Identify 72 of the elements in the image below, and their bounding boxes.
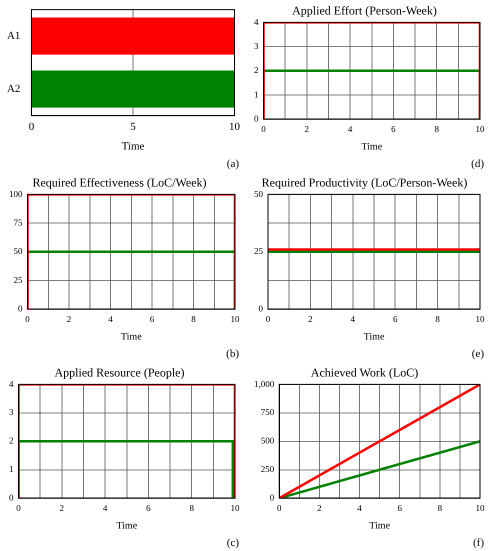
y-tick-label: 75 (14, 217, 23, 228)
y-tick-label: 4 (9, 378, 14, 389)
x-tick-label: 4 (108, 314, 114, 324)
x-tick-label: 0 (28, 121, 35, 134)
x-axis-title: Time (122, 140, 145, 152)
x-axis-title: Time (369, 520, 391, 532)
x-tick-label: 2 (317, 502, 322, 513)
text: (e) (472, 348, 484, 360)
y-tick-label: 0 (270, 492, 275, 503)
y-tick-label: 250 (260, 464, 275, 474)
x-tick-label: 4 (350, 314, 356, 324)
x-tick-label: 2 (308, 314, 313, 324)
y-tick-label: 4 (254, 16, 259, 27)
chart-title: Applied Resource (People) (54, 365, 184, 380)
chart-title: Required Effectiveness (LoC/Week) (32, 175, 207, 190)
x-tick-label: 10 (476, 314, 485, 324)
y-tick-label: 2 (9, 436, 14, 446)
text: (a) (226, 158, 239, 170)
y-tick-label: 100 (9, 188, 23, 199)
y-tick-label: 0 (254, 114, 259, 124)
y-tick-label: 25 (254, 246, 264, 256)
x-tick-label: 10 (476, 124, 485, 134)
x-tick-label: 6 (391, 124, 396, 134)
x-tick-label: 6 (146, 502, 152, 513)
text: (d) (471, 158, 484, 170)
x-tick-label: 10 (476, 502, 485, 513)
x-tick-label: 2 (304, 124, 310, 134)
text: (b) (226, 348, 239, 360)
x-tick-label: 4 (102, 502, 108, 513)
y-tick-label: 0 (9, 492, 14, 503)
y-tick-label: 50 (254, 188, 264, 199)
x-axis-title: Time (116, 520, 138, 532)
chart-title: Applied Effort (Person-Week) (292, 3, 437, 18)
chart-title: Required Productivity (LoC/Person-Week) (262, 175, 468, 190)
chart-title: Achieved Work (LoC) (310, 365, 418, 380)
y-tick-label: 2 (254, 65, 258, 76)
y-tick-label: 1,000 (254, 378, 275, 389)
x-tick-label: 10 (230, 502, 240, 513)
x-axis-title: Time (361, 142, 383, 153)
x-tick-label: 4 (357, 502, 362, 513)
y-tick-label: 1 (254, 89, 258, 100)
x-tick-label: 6 (397, 502, 402, 513)
y-tick-label: A1 (6, 30, 20, 42)
text: (f) (473, 537, 484, 549)
y-tick-label: 0 (18, 304, 23, 314)
y-tick-label: 0 (258, 304, 264, 314)
x-tick-label: 8 (435, 314, 440, 324)
y-tick-label: A2 (6, 82, 20, 95)
y-tick-label: 25 (14, 274, 23, 285)
x-tick-label: 10 (229, 121, 240, 134)
y-tick-label: 1 (9, 464, 14, 474)
x-tick-label: 8 (191, 314, 196, 324)
x-tick-label: 6 (392, 314, 398, 324)
x-axis-title: Time (364, 332, 385, 343)
text: (c) (226, 537, 239, 549)
x-tick-label: 0 (25, 314, 30, 324)
x-tick-label: 8 (434, 124, 440, 134)
x-axis-title: Time (120, 332, 142, 343)
y-tick-label: 500 (260, 436, 275, 446)
y-tick-label: 3 (9, 407, 14, 418)
x-tick-label: 8 (438, 502, 443, 513)
x-tick-label: 2 (66, 314, 72, 324)
x-tick-label: 4 (348, 124, 353, 134)
y-tick-label: 50 (14, 246, 23, 256)
x-tick-label: 10 (230, 314, 240, 324)
y-tick-label: 3 (254, 40, 259, 51)
x-tick-label: 0 (277, 502, 282, 513)
x-tick-label: 5 (130, 121, 136, 134)
x-tick-label: 6 (150, 314, 155, 324)
x-tick-label: 2 (60, 502, 64, 513)
y-tick-label: 750 (260, 407, 275, 418)
x-tick-label: 8 (189, 502, 194, 513)
